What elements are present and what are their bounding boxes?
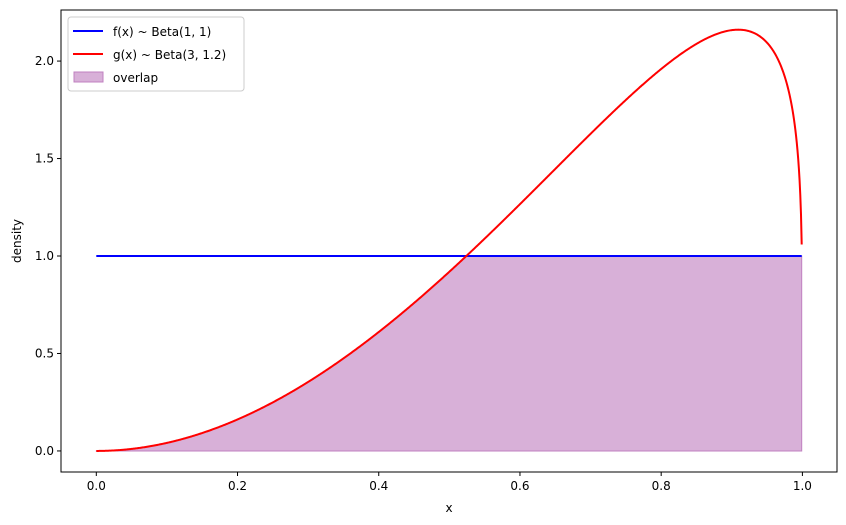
y-tick-label: 2.0 xyxy=(35,54,54,68)
legend-label-overlap: overlap xyxy=(113,71,158,85)
x-axis-label: x xyxy=(445,501,452,515)
x-tick-label: 0.2 xyxy=(228,479,247,493)
series-line-g xyxy=(96,28,803,452)
overlap-fill xyxy=(95,255,803,452)
legend: f(x) ~ Beta(1, 1) g(x) ~ Beta(3, 1.2) ov… xyxy=(67,16,245,92)
x-tick-label: 0.4 xyxy=(369,479,388,493)
legend-swatch-overlap xyxy=(73,71,104,83)
legend-label-f: f(x) ~ Beta(1, 1) xyxy=(113,25,211,39)
plot-frame xyxy=(60,9,838,473)
y-axis: 0.0 0.5 1.0 1.5 2.0 xyxy=(35,54,61,458)
x-tick-label: 0.8 xyxy=(652,479,671,493)
y-tick-label: 1.0 xyxy=(35,249,54,263)
y-tick-label: 1.5 xyxy=(35,152,54,166)
y-axis-label: density xyxy=(10,219,24,263)
x-tick-label: 0.0 xyxy=(87,479,106,493)
legend-label-g: g(x) ~ Beta(3, 1.2) xyxy=(113,48,226,62)
y-tick-label: 0.5 xyxy=(35,346,54,360)
x-axis: 0.0 0.2 0.4 0.6 0.8 1.0 xyxy=(87,472,812,493)
x-tick-label: 1.0 xyxy=(793,479,812,493)
y-tick-label: 0.0 xyxy=(35,444,54,458)
x-tick-label: 0.6 xyxy=(510,479,529,493)
